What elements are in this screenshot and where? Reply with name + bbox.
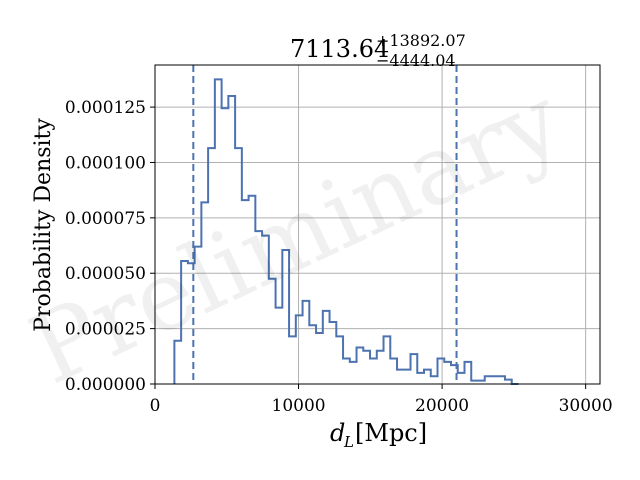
y-tick-label: 0.000050 [65, 264, 146, 284]
y-axis-label: Probability Density [31, 118, 56, 332]
title-lower-error: −4444.04 [376, 51, 456, 70]
x-axis-label: d L [Mpc] [330, 419, 427, 451]
y-tick-label: 0.000125 [65, 98, 146, 118]
grid [154, 65, 600, 385]
x-axis-label-unit: [Mpc] [355, 419, 427, 447]
y-tick-label: 0.000075 [65, 209, 146, 229]
x-axis-label-symbol: d [330, 419, 345, 447]
x-tick-label: 30000 [559, 396, 613, 416]
plot-frame [154, 64, 601, 385]
y-tick-label: 0.000025 [65, 320, 146, 340]
histogram [173, 78, 519, 385]
title-median: 7113.64 [290, 35, 389, 63]
credible-interval-lines [192, 65, 458, 384]
y-tick-label: 0.000100 [65, 153, 146, 173]
y-tick-label: 0.000000 [65, 375, 146, 395]
x-tick-label: 10000 [272, 396, 326, 416]
axis-ticks: 0 10000 20000 30000 0.000000 0.000025 0.000050… [65, 98, 613, 416]
x-axis-label-subscript: L [343, 433, 354, 451]
x-tick-label: 0 [150, 396, 161, 416]
title-upper-error: +13892.07 [376, 31, 466, 50]
chart-title: 7113.64 +13892.07 −4444.04 [290, 31, 466, 70]
x-tick-label: 20000 [415, 396, 469, 416]
histogram-step-line [173, 78, 519, 385]
